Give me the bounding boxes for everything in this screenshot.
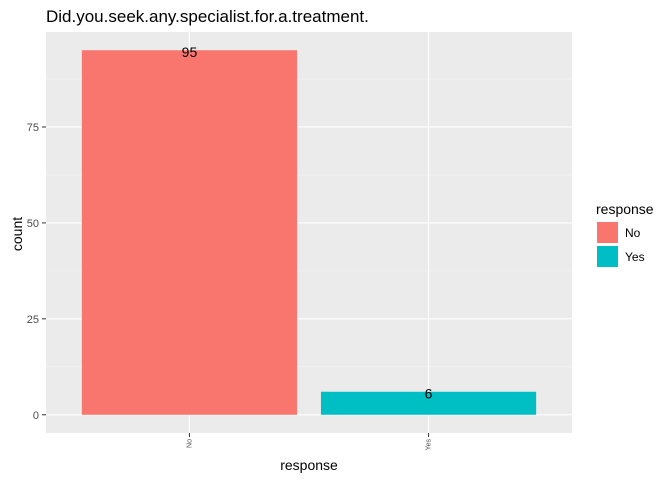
y-tick-label: 25 <box>27 314 39 326</box>
legend-swatch-no <box>597 222 618 243</box>
data-labels: 95 6 <box>182 44 433 402</box>
x-tick-label: Yes <box>426 439 433 451</box>
data-label-no: 95 <box>182 44 198 60</box>
y-tick-label: 75 <box>27 122 39 134</box>
bar-no <box>81 50 298 415</box>
legend: response No Yes <box>596 201 654 267</box>
y-axis-title: count <box>9 217 25 251</box>
x-axis-title: response <box>280 457 338 473</box>
y-axis: 0 25 50 75 <box>27 122 46 422</box>
x-tick-label: No <box>186 439 193 448</box>
legend-swatch-yes <box>597 246 618 267</box>
legend-label-no: No <box>625 226 641 240</box>
y-tick-label: 50 <box>27 218 39 230</box>
bar-yes <box>320 391 537 415</box>
legend-title: response <box>596 201 654 217</box>
chart-title: Did.you.seek.any.specialist.for.a.treatm… <box>46 7 369 26</box>
data-label-yes: 6 <box>425 386 433 402</box>
legend-label-yes: Yes <box>625 250 645 264</box>
bars <box>81 50 537 415</box>
y-tick-label: 0 <box>33 410 39 422</box>
x-axis: No Yes <box>186 433 433 451</box>
